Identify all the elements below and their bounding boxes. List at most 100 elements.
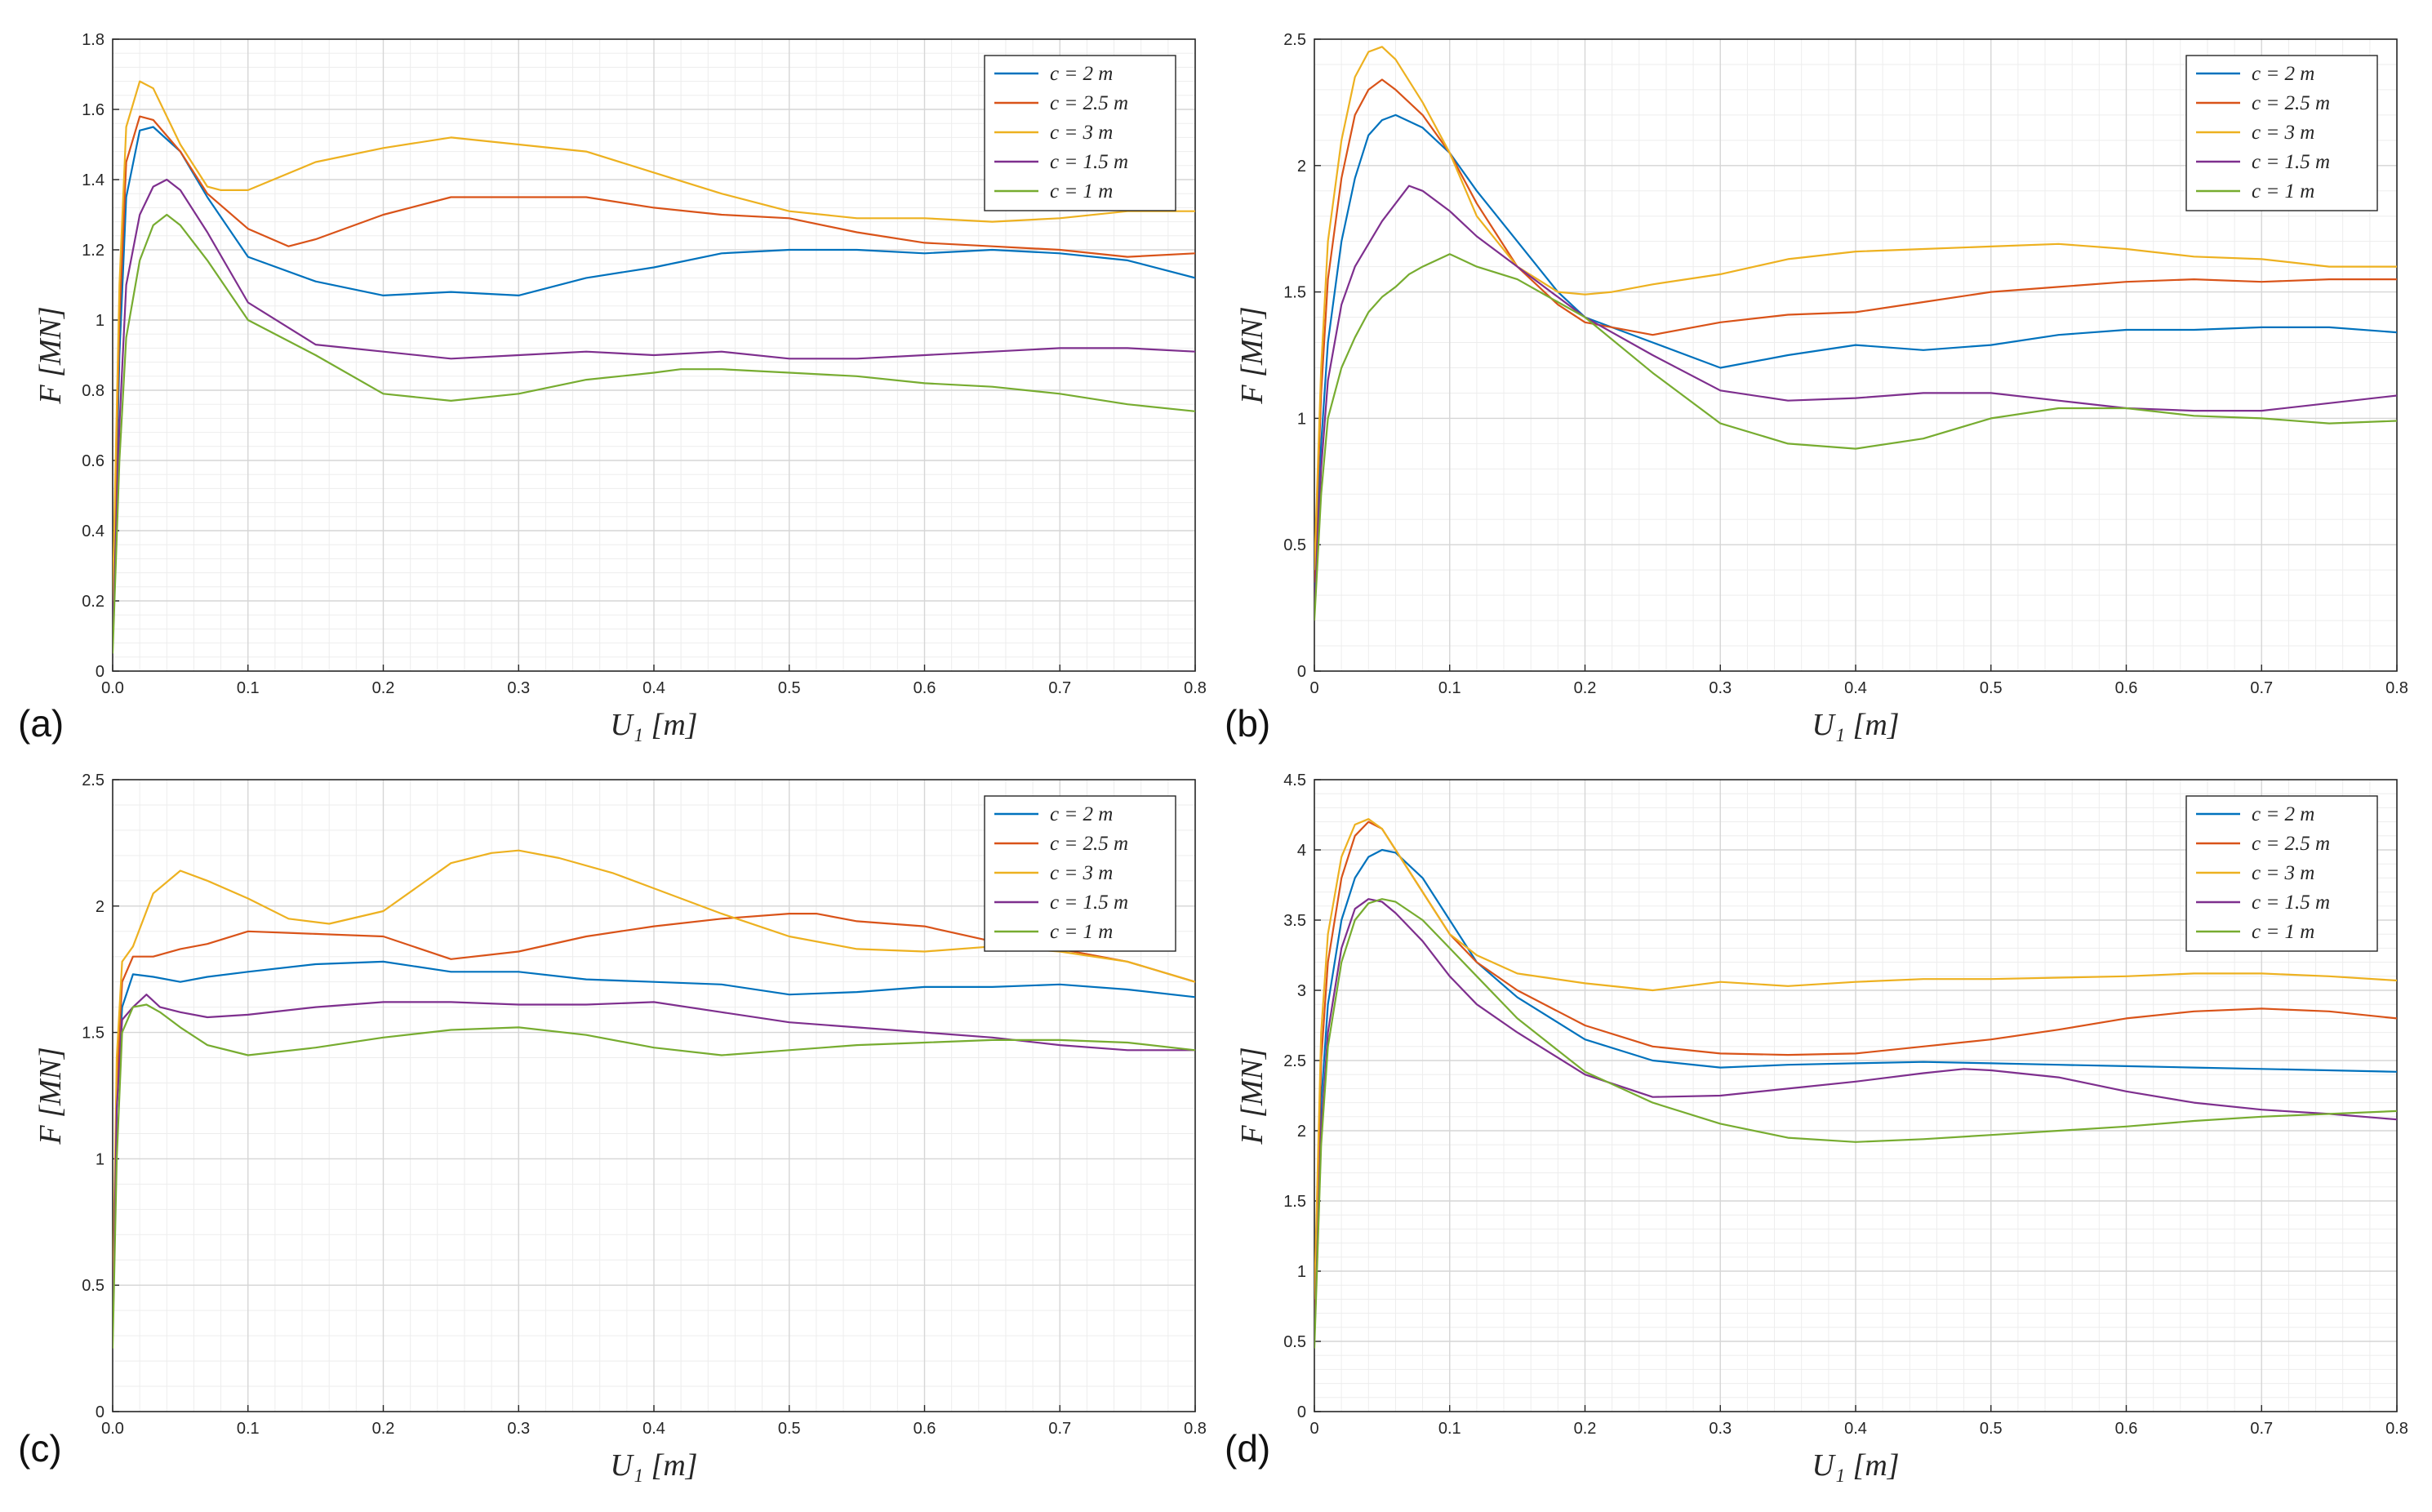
legend-label: c = 2 m	[2252, 63, 2314, 85]
series-line-1	[1314, 820, 2397, 1314]
x-axis-label: U₁ [m]	[610, 1448, 697, 1483]
y-tick-label: 2	[1297, 1123, 1306, 1141]
x-tick-label: 0.5	[778, 679, 801, 697]
x-tick-label: 0.4	[642, 679, 665, 697]
chart-panel: 0 0.1 0.2 0.3 0.4 0.5 0.6 0.7 0.8 0 0.5 1 1.5 2 2.5 3 3.…	[1225, 772, 2408, 1483]
x-axis-label: U₁ [m]	[610, 708, 697, 742]
x-tick-label: 0	[1309, 679, 1318, 697]
y-tick-label: 3	[1297, 982, 1306, 1000]
y-tick-label: 3.5	[1283, 912, 1306, 930]
x-tick-label: 0.1	[1438, 1420, 1461, 1438]
legend-label: c = 3 m	[1050, 122, 1113, 144]
series-line-4	[1314, 253, 2397, 621]
legend-label: c = 1 m	[1050, 180, 1113, 202]
x-tick-label: 0.5	[1980, 1420, 2003, 1438]
legend: c = 2 m c = 2.5 m c = 3 m c = 1.5 m c = 1 m	[2185, 55, 2378, 211]
legend: c = 2 m c = 2.5 m c = 3 m c = 1.5 m c = 1 m	[984, 795, 1176, 952]
x-tick-label: 0.3	[1709, 679, 1732, 697]
legend-label: c = 1 m	[2252, 921, 2314, 943]
y-tick-label: 1.5	[1283, 1193, 1306, 1211]
x-tick-label: 0.7	[2250, 679, 2273, 697]
y-tick-label: 4.5	[1283, 772, 1306, 789]
x-tick-label: 0.6	[914, 679, 936, 697]
y-tick-label: 1.6	[82, 101, 104, 119]
y-tick-label: 0	[96, 663, 104, 681]
panel-label: (d)	[1225, 1427, 1270, 1470]
y-tick-label: 1.8	[82, 31, 104, 49]
legend-label: c = 2.5 m	[2252, 92, 2330, 114]
x-tick-label: 0.8	[1184, 1420, 1207, 1438]
legend-label: c = 3 m	[2252, 862, 2314, 884]
legend-label: c = 1.5 m	[2252, 892, 2330, 914]
y-tick-label: 1.5	[1283, 284, 1306, 302]
x-tick-label: 0.3	[507, 679, 530, 697]
chart-panel: 0 0.1 0.2 0.3 0.4 0.5 0.6 0.7 0.8 0 0.5 1 1.5 2 2.5 U₁ …	[1225, 31, 2408, 745]
series-line-2	[1314, 46, 2397, 571]
y-tick-label: 0.6	[82, 452, 104, 470]
series-line-4	[1314, 898, 2397, 1349]
x-tick-label: 0.4	[642, 1420, 665, 1438]
y-tick-label: 0.5	[82, 1277, 104, 1295]
y-tick-label: 0.8	[82, 382, 104, 400]
series-line-1	[113, 115, 1195, 619]
x-tick-label: 0.6	[914, 1420, 936, 1438]
series-line-4	[113, 1003, 1195, 1349]
x-axis-label: U₁ [m]	[1812, 1448, 1899, 1483]
x-tick-label: 0.5	[1980, 679, 2003, 697]
series-line-2	[113, 849, 1195, 1311]
x-tick-label: 0.3	[507, 1420, 530, 1438]
x-tick-label: 0.7	[1048, 679, 1071, 697]
x-tick-label: 0.6	[2115, 679, 2138, 697]
y-tick-label: 1	[1297, 1263, 1306, 1281]
series-line-2	[1314, 818, 2397, 1300]
chart-panel: 0.0 0.1 0.2 0.3 0.4 0.5 0.6 0.7 0.8 0 0.5 1 1.5 2 2.5 U…	[18, 772, 1207, 1483]
x-tick-label: 0.1	[237, 1420, 260, 1438]
panel-label: (b)	[1225, 702, 1270, 745]
x-tick-label: 0.8	[2385, 1420, 2408, 1438]
series-line-4	[113, 213, 1195, 654]
legend-label: c = 3 m	[2252, 122, 2314, 144]
y-tick-label: 2.5	[1283, 31, 1306, 49]
x-tick-label: 0.4	[1844, 679, 1867, 697]
x-tick-label: 0.0	[101, 1420, 124, 1438]
x-tick-label: 0	[1309, 1420, 1318, 1438]
x-tick-label: 0.7	[1048, 1420, 1071, 1438]
y-tick-label: 0.5	[1283, 1333, 1306, 1351]
x-tick-label: 0.1	[237, 679, 260, 697]
y-tick-label: 1.5	[82, 1025, 104, 1043]
y-tick-label: 1.2	[82, 242, 104, 260]
x-tick-label: 0.5	[778, 1420, 801, 1438]
x-tick-label: 0.8	[1184, 679, 1207, 697]
x-tick-label: 0.4	[1844, 1420, 1867, 1438]
series-line-0	[1314, 113, 2397, 596]
series-line-0	[1314, 848, 2397, 1327]
legend-label: c = 2 m	[1050, 803, 1113, 825]
y-tick-label: 1.4	[82, 171, 104, 189]
x-tick-label: 0.7	[2250, 1420, 2273, 1438]
y-tick-label: 1	[96, 1150, 104, 1168]
y-tick-label: 2	[96, 898, 104, 916]
y-tick-label: 2	[1297, 158, 1306, 176]
y-tick-label: 2.5	[82, 772, 104, 789]
y-axis-label: F [MN]	[1235, 1047, 1269, 1145]
series-line-0	[113, 960, 1195, 1336]
series-line-2	[113, 80, 1195, 602]
x-tick-label: 0.1	[1438, 679, 1461, 697]
legend-label: c = 1 m	[1050, 921, 1113, 943]
x-tick-label: 0.6	[2115, 1420, 2138, 1438]
x-tick-label: 0.2	[1574, 1420, 1597, 1438]
legend-label: c = 2 m	[2252, 803, 2314, 825]
y-axis-label: F [MN]	[33, 1047, 68, 1145]
x-tick-label: 0.2	[372, 1420, 395, 1438]
legend-label: c = 2.5 m	[2252, 833, 2330, 855]
legend-label: c = 1.5 m	[1050, 892, 1128, 914]
series-line-1	[1314, 78, 2397, 583]
y-tick-label: 4	[1297, 842, 1306, 860]
series-line-3	[113, 178, 1195, 637]
x-tick-label: 0.2	[372, 679, 395, 697]
panel-label: (c)	[18, 1427, 62, 1470]
series-line-0	[113, 126, 1195, 637]
y-tick-label: 0.4	[82, 523, 104, 540]
legend-label: c = 1.5 m	[2252, 151, 2330, 173]
